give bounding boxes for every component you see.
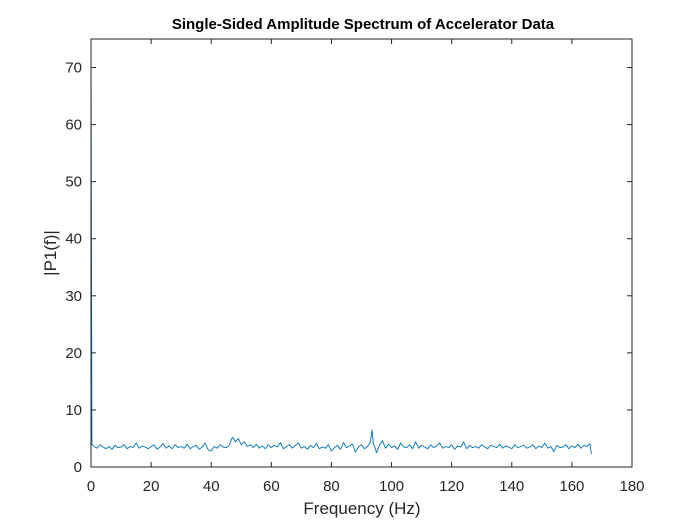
y-tick-label: 50 [65,174,82,191]
chart-title: Single-Sided Amplitude Spectrum of Accel… [172,16,555,33]
x-tick-label: 80 [323,478,340,495]
x-tick-label: 40 [203,478,220,495]
y-tick-label: 20 [65,345,82,362]
axes-box [90,38,633,468]
y-tick-label: 40 [65,231,82,248]
x-tick-label: 140 [499,478,524,495]
series-line-0 [90,38,592,454]
x-tick-label: 160 [559,478,584,495]
x-tick-label: 60 [263,478,280,495]
y-axis-label: |P1(f)| [41,230,60,276]
x-tick-label: 0 [87,478,95,495]
x-tick-label: 180 [619,478,644,495]
y-tick-label: 70 [65,60,82,77]
x-tick-label: 20 [143,478,160,495]
y-tick-label: 30 [65,288,82,305]
y-tick-label: 10 [65,402,82,419]
x-tick-label: 100 [379,478,404,495]
series-layer [90,38,592,454]
tick-layer: 0 20 40 60 80 100 120 140 160 180 0 10 20 30 40 50 60 70 [65,39,645,495]
plot-area [91,39,632,467]
y-tick-label: 60 [65,117,82,134]
y-tick-label: 0 [74,459,82,476]
x-axis-label: Frequency (Hz) [303,499,420,518]
x-tick-label: 120 [439,478,464,495]
